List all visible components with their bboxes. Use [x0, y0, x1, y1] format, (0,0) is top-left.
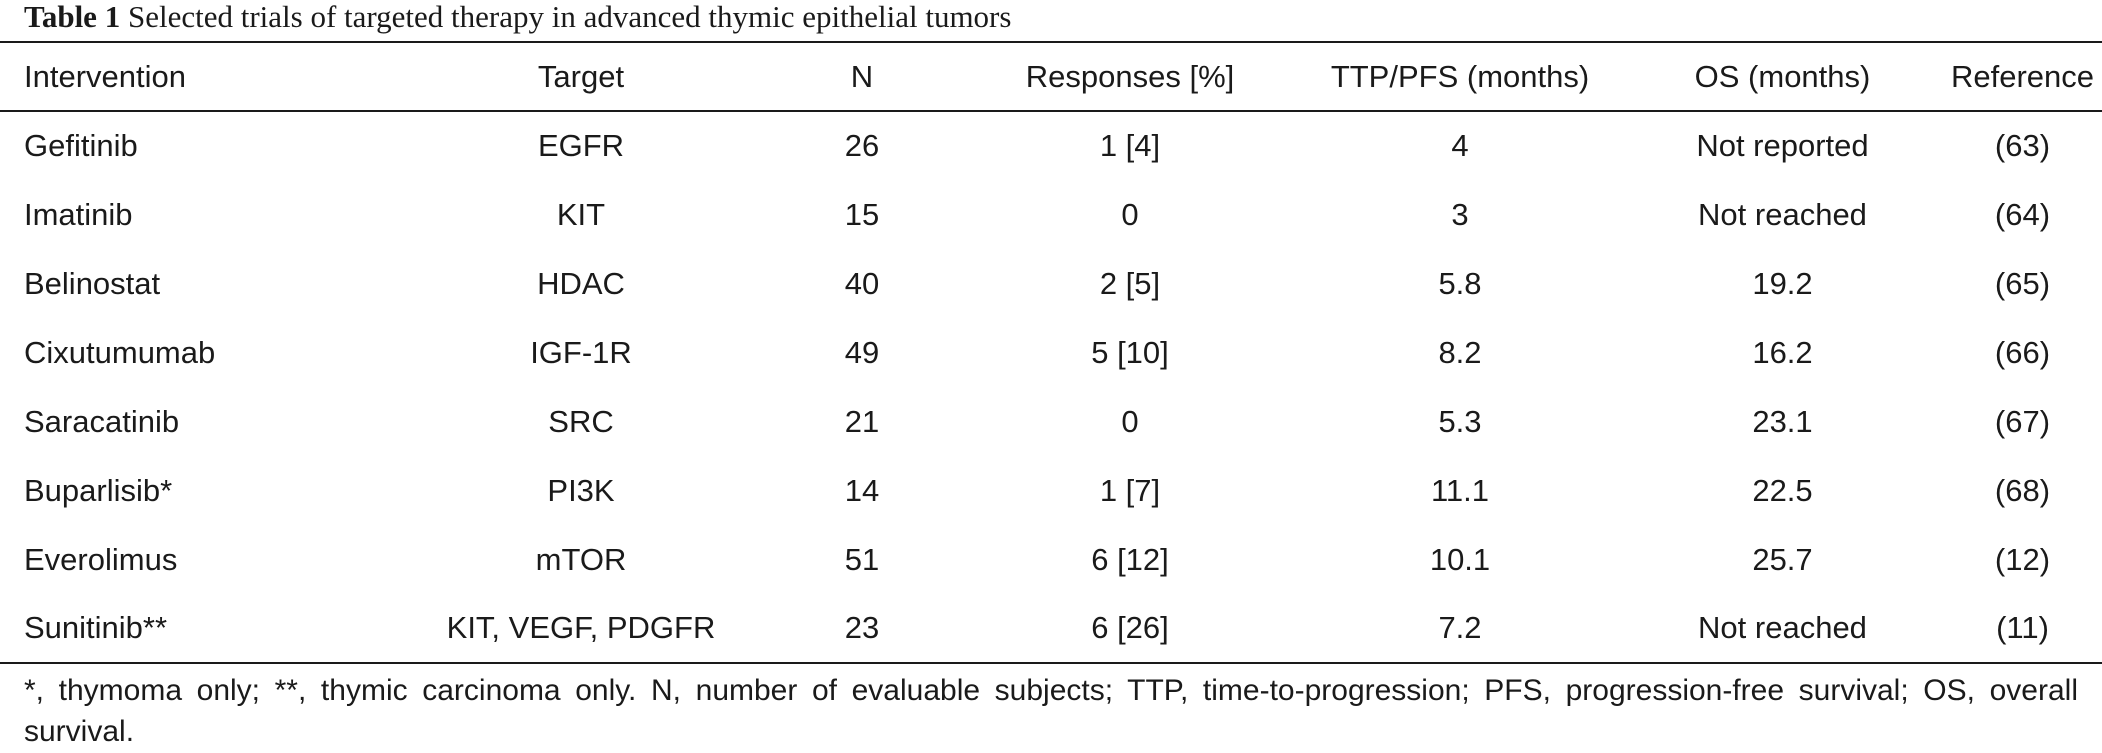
table-caption: Table 1 Selected trials of targeted ther… — [24, 0, 1011, 34]
cell-intervention: Gefitinib — [24, 128, 138, 163]
cell-intervention: Saracatinib — [24, 403, 180, 439]
header-intervention: Intervention — [24, 58, 186, 94]
cell-intervention: Buparlisib* — [24, 472, 173, 508]
cell-intervention: Imatinib — [24, 196, 133, 232]
header-ttp-pfs: TTP/PFS (months) — [1330, 58, 1590, 94]
cell-ttp-pfs: 5.8 — [1438, 265, 1482, 301]
cell-responses: 6 [12] — [1091, 541, 1169, 577]
cell-target: PI3K — [547, 472, 615, 508]
cell-reference: (63) — [1994, 128, 2051, 163]
cell-os: 25.7 — [1752, 541, 1813, 577]
cell-responses: 5 [10] — [1091, 334, 1169, 370]
cell-n: 51 — [844, 541, 880, 577]
cell-ttp-pfs: 7.2 — [1438, 610, 1482, 645]
cell-responses: 6 [26] — [1091, 610, 1169, 645]
cell-reference: (67) — [1994, 403, 2051, 439]
cell-os: 19.2 — [1752, 265, 1813, 301]
cell-ttp-pfs: 3 — [1451, 196, 1469, 232]
cell-reference: (65) — [1994, 265, 2051, 301]
table-row: Buparlisib* PI3K 14 1 [7] 11.1 22.5 (68) — [0, 456, 2102, 525]
cell-ttp-pfs: 5.3 — [1438, 403, 1482, 439]
cell-target: EGFR — [537, 128, 625, 163]
cell-n: 14 — [844, 472, 880, 508]
cell-responses: 1 [7] — [1099, 472, 1161, 508]
cell-reference: (12) — [1994, 541, 2051, 577]
table-row: Belinostat HDAC 40 2 [5] 5.8 19.2 (65) — [0, 249, 2102, 318]
table-row: Gefitinib EGFR 26 1 [4] 4 Not reported (… — [0, 111, 2102, 180]
table-row: Cixutumumab IGF-1R 49 5 [10] 8.2 16.2 (6… — [0, 318, 2102, 387]
cell-ttp-pfs: 10.1 — [1429, 541, 1491, 577]
cell-os: 16.2 — [1752, 334, 1813, 370]
table-title: Selected trials of targeted therapy in a… — [127, 0, 1012, 34]
header-target: Target — [537, 58, 625, 94]
table-row: Sunitinib** KIT, VEGF, PDGFR 23 6 [26] 7… — [0, 594, 2102, 663]
table-row: Everolimus mTOR 51 6 [12] 10.1 25.7 (12) — [0, 525, 2102, 594]
cell-intervention: Belinostat — [24, 265, 161, 301]
cell-responses: 0 — [1121, 403, 1139, 439]
cell-os: Not reached — [1698, 196, 1867, 232]
cell-ttp-pfs: 4 — [1451, 128, 1469, 163]
cell-target: mTOR — [535, 541, 627, 577]
cell-ttp-pfs: 8.2 — [1438, 334, 1482, 370]
cell-intervention: Everolimus — [24, 541, 178, 577]
table-header-row: Intervention Target N Responses [%] TTP/… — [0, 42, 2102, 111]
cell-os: Not reported — [1696, 128, 1869, 163]
cell-reference: (68) — [1994, 472, 2051, 508]
cell-responses: 2 [5] — [1099, 265, 1161, 301]
table-row: Imatinib KIT 15 0 3 Not reached (64) — [0, 180, 2102, 249]
table-row: Saracatinib SRC 21 0 5.3 23.1 (67) — [0, 387, 2102, 456]
cell-os: Not reached — [1698, 610, 1867, 645]
table-footnote: *, thymoma only; **, thymic carcinoma on… — [24, 674, 2078, 748]
cell-n: 49 — [844, 334, 880, 370]
cell-target: HDAC — [537, 265, 625, 301]
header-os: OS (months) — [1694, 58, 1871, 94]
cell-intervention: Sunitinib** — [24, 610, 168, 645]
cell-n: 21 — [844, 403, 880, 439]
header-responses: Responses [%] — [1025, 58, 1235, 94]
trials-table: Intervention Target N Responses [%] TTP/… — [0, 41, 2102, 664]
cell-reference: (66) — [1994, 334, 2051, 370]
cell-n: 23 — [844, 610, 880, 645]
cell-target: KIT, VEGF, PDGFR — [446, 610, 716, 645]
cell-n: 40 — [844, 265, 880, 301]
cell-responses: 1 [4] — [1099, 128, 1161, 163]
cell-target: KIT — [556, 196, 606, 232]
cell-intervention: Cixutumumab — [24, 334, 216, 370]
cell-n: 26 — [844, 128, 880, 163]
header-n: N — [850, 58, 874, 94]
header-reference: Reference — [1950, 58, 2095, 94]
cell-n: 15 — [844, 196, 880, 232]
cell-os: 22.5 — [1752, 472, 1813, 508]
table-label: Table 1 — [24, 0, 121, 34]
cell-reference: (11) — [1996, 610, 2049, 645]
cell-target: IGF-1R — [530, 334, 632, 370]
cell-target: SRC — [548, 403, 614, 439]
cell-ttp-pfs: 11.1 — [1430, 472, 1490, 508]
cell-os: 23.1 — [1752, 403, 1813, 439]
cell-responses: 0 — [1121, 196, 1139, 232]
cell-reference: (64) — [1994, 196, 2051, 232]
